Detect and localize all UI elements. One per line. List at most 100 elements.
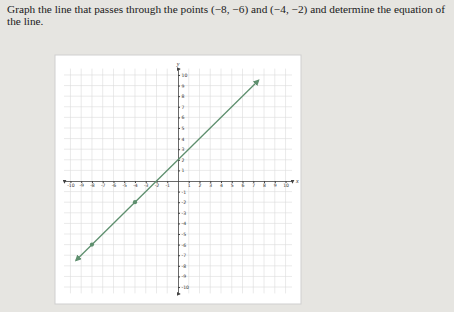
y-tick: -8: [178, 264, 186, 269]
y-tick-mark: [178, 107, 180, 108]
grid-line-y: [64, 265, 292, 266]
grid-line-y: [64, 191, 292, 192]
y-axis: -10-9-8-7-6-5-4-3-2-112345678910: [178, 69, 189, 294]
x-tick: -3: [144, 181, 149, 188]
line: [76, 80, 259, 260]
x-tick: -10: [67, 181, 75, 188]
x-tick-label: -4: [133, 183, 138, 188]
grid-line-x: [253, 69, 254, 294]
plot-area: [76, 80, 259, 260]
y-tick: 1: [178, 168, 185, 173]
y-tick: -3: [178, 211, 186, 216]
grid-line-y: [64, 170, 292, 171]
y-tick-mark: [178, 75, 180, 76]
y-tick: -6: [178, 243, 186, 248]
x-axis-title: x: [295, 178, 299, 184]
y-tick-mark: [178, 149, 180, 150]
y-tick-mark: [178, 255, 180, 256]
y-tick: -5: [178, 232, 186, 237]
grid-line-y: [64, 287, 292, 288]
y-tick-mark: [178, 117, 180, 118]
y-tick: -4: [178, 221, 186, 226]
y-tick-label: 2: [182, 158, 185, 163]
y-tick-label: 7: [182, 105, 185, 110]
y-tick-label: -4: [182, 221, 187, 226]
x-tick-label: 9: [274, 183, 277, 188]
y-axis-line: [179, 69, 181, 294]
grid-line-x: [242, 69, 243, 294]
y-tick: 3: [178, 147, 185, 152]
x-tick: 2: [199, 181, 202, 188]
y-tick-label: 4: [182, 137, 185, 142]
y-tick-label: 8: [182, 94, 185, 99]
grid-line-x: [70, 69, 71, 294]
grid-line-y: [64, 255, 292, 256]
grid-line-x: [231, 69, 232, 294]
x-tick-label: 3: [209, 183, 212, 188]
y-tick-label: -2: [182, 200, 187, 205]
x-tick-label: 10: [283, 183, 289, 188]
grid-line-y: [64, 117, 292, 118]
grid-line-y: [64, 138, 292, 139]
y-tick-label: 10: [182, 73, 188, 78]
x-tick-label: -2: [155, 183, 160, 188]
x-tick-label: -1: [165, 183, 170, 188]
x-tick-label: -6: [112, 183, 117, 188]
y-tick: 10: [178, 73, 187, 78]
y-tick-label: 9: [182, 84, 185, 89]
y-tick-label: -7: [182, 253, 187, 258]
chart: -10-9-8-7-6-5-4-3-2-112345678910-10-9-8-…: [0, 0, 454, 312]
x-tick: -5: [122, 181, 127, 188]
x-tick: -4: [133, 181, 138, 188]
title: Graph the line that passes through the p…: [7, 3, 453, 27]
grid-line-x: [134, 69, 135, 294]
grid-line-x: [145, 69, 146, 294]
x-tick-label: -5: [122, 183, 127, 188]
grid-line-y: [64, 74, 292, 75]
y-tick: -10: [178, 285, 189, 290]
grid-line-x: [124, 69, 125, 294]
x-tick: -1: [165, 181, 170, 188]
y-tick-mark: [178, 139, 180, 140]
grid: [64, 69, 292, 294]
y-tick-label: 5: [182, 126, 185, 131]
x-tick: -7: [101, 181, 106, 188]
grid-line-x: [188, 69, 189, 294]
x-tick: 4: [220, 181, 223, 188]
y-tick: 6: [178, 115, 185, 120]
y-tick-mark: [178, 128, 180, 129]
y-tick-mark: [178, 276, 180, 277]
grid-line-x: [274, 69, 275, 294]
y-tick-mark: [178, 266, 180, 267]
grid-line-x: [199, 69, 200, 294]
grid-line-y: [64, 149, 292, 150]
y-tick-mark: [178, 213, 180, 214]
y-tick-label: -10: [182, 285, 190, 290]
x-tick: -6: [112, 181, 117, 188]
y-tick: -2: [178, 200, 186, 205]
point: [90, 243, 94, 247]
x-tick-label: 2: [199, 183, 202, 188]
grid-line-y: [64, 234, 292, 235]
y-tick-mark: [178, 287, 180, 288]
y-tick-mark: [178, 86, 180, 87]
x-tick: -9: [79, 181, 84, 188]
grid-line-y: [64, 212, 292, 213]
grid-line-y: [64, 223, 292, 224]
y-axis-title: y: [176, 61, 180, 67]
y-tick: 5: [178, 126, 185, 131]
x-tick-label: -9: [79, 183, 84, 188]
y-tick-label: -8: [182, 264, 187, 269]
x-tick-label: 4: [220, 183, 223, 188]
grid-line-x: [113, 69, 114, 294]
grid-line-y: [64, 85, 292, 86]
x-tick: 3: [209, 181, 212, 188]
y-tick-label: -3: [182, 211, 187, 216]
grid-line-x: [210, 69, 211, 294]
panel: [55, 55, 301, 304]
x-tick-label: -10: [67, 183, 75, 188]
y-tick-mark: [178, 234, 180, 235]
x-tick: 8: [263, 181, 266, 188]
x-tick-label: 5: [231, 183, 234, 188]
y-tick-label: 1: [182, 168, 185, 173]
